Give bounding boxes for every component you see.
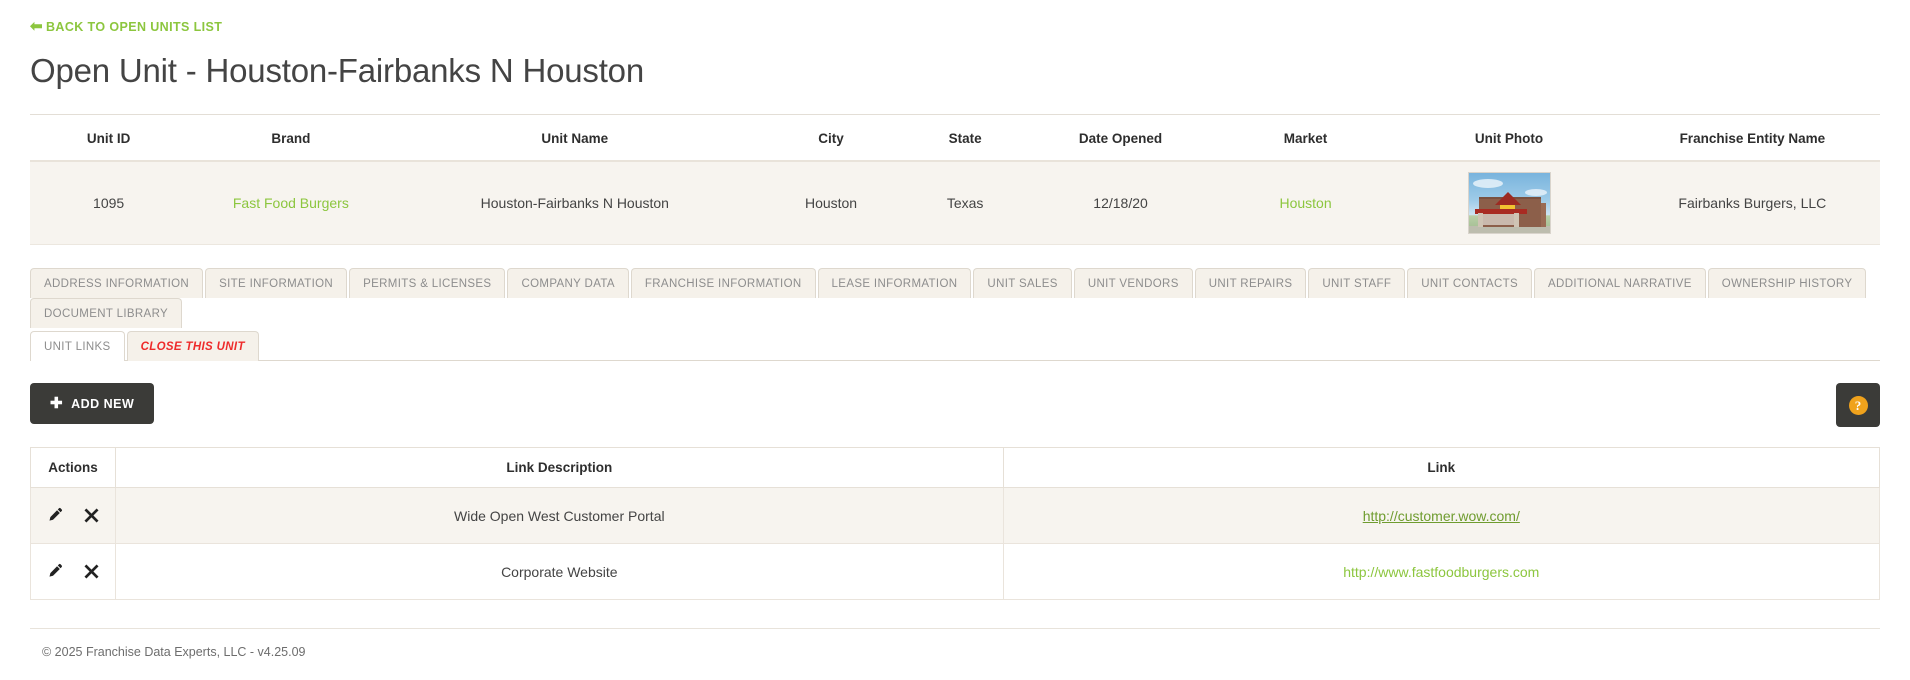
tab-document-library[interactable]: DOCUMENT LIBRARY [30, 298, 183, 328]
cell-link: http://customer.wow.com/ [1002, 487, 1881, 544]
cell-franchise-entity-name: Fairbanks Burgers, LLC [1624, 161, 1880, 245]
header-date-opened: Date Opened [1023, 115, 1218, 162]
header-actions: Actions [29, 447, 117, 488]
cloud-shape [1524, 189, 1547, 196]
market-link[interactable]: Houston [1279, 195, 1332, 211]
unit-links-head: Actions Link Description Link [29, 447, 1881, 488]
unit-links-table: Actions Link Description Link Wide Open … [29, 447, 1881, 600]
tab-lease-information[interactable]: LEASE INFORMATION [817, 268, 972, 298]
cell-brand: Fast Food Burgers [187, 161, 395, 245]
brand-link[interactable]: Fast Food Burgers [232, 195, 349, 211]
tab-permits-licenses[interactable]: PERMITS & LICENSES [349, 268, 506, 298]
table-row: Corporate Website http://www.fastfoodburg… [29, 543, 1881, 600]
cell-link-description: Wide Open West Customer Portal [115, 487, 1004, 544]
header-state: State [906, 115, 1024, 162]
question-mark-icon: ? [1848, 395, 1868, 415]
tab-franchise-information[interactable]: FRANCHISE INFORMATION [630, 268, 816, 298]
back-bar: ⬅ BACK TO OPEN UNITS LIST [0, 0, 1910, 36]
unit-summary-head: Unit ID Brand Unit Name City State Date … [30, 115, 1880, 162]
cell-unit-id: 1095 [30, 161, 188, 245]
tabs-row-secondary: UNIT LINKS CLOSE THIS UNIT [30, 330, 1880, 361]
unit-summary-header-row: Unit ID Brand Unit Name City State Date … [30, 115, 1880, 162]
column-shape [1513, 213, 1519, 227]
tab-ownership-history[interactable]: OWNERSHIP HISTORY [1707, 268, 1867, 298]
tab-unit-repairs[interactable]: UNIT REPAIRS [1194, 268, 1307, 298]
plus-icon: ✚ [50, 395, 64, 412]
add-new-label: ADD NEW [71, 396, 135, 411]
tab-address-information[interactable]: ADDRESS INFORMATION [30, 268, 204, 298]
cell-link: http://www.fastfoodburgers.com [1002, 543, 1881, 600]
pencil-icon[interactable] [46, 507, 63, 524]
restaurant-sign-shape [1499, 205, 1515, 211]
unit-links-header-row: Actions Link Description Link [29, 447, 1881, 488]
header-franchise-entity-name: Franchise Entity Name [1624, 115, 1880, 162]
unit-summary-table: Unit ID Brand Unit Name City State Date … [30, 115, 1880, 245]
tabs-row-primary: ADDRESS INFORMATION SITE INFORMATION PERMI… [30, 267, 1880, 328]
header-link-description: Link Description [115, 447, 1004, 488]
unit-summary-row: 1095 Fast Food Burgers Houston-Fairbanks… [30, 161, 1880, 245]
unit-tabs: ADDRESS INFORMATION SITE INFORMATION PERMI… [30, 267, 1880, 361]
header-unit-name: Unit Name [394, 115, 756, 162]
tab-additional-narrative[interactable]: ADDITIONAL NARRATIVE [1534, 268, 1706, 298]
cell-link-description: Corporate Website [115, 543, 1004, 600]
tab-unit-sales[interactable]: UNIT SALES [973, 268, 1072, 298]
action-bar: ✚ ADD NEW ? [30, 383, 1880, 427]
add-new-button[interactable]: ✚ ADD NEW [30, 383, 155, 424]
tab-site-information[interactable]: SITE INFORMATION [205, 268, 348, 298]
tab-unit-links[interactable]: UNIT LINKS [30, 331, 125, 361]
footer-copyright: © 2025 Franchise Data Experts, LLC - v4.… [42, 645, 306, 659]
cell-date-opened: 12/18/20 [1023, 161, 1218, 245]
arrow-left-icon: ⬅ [30, 18, 43, 35]
column-shape [1477, 213, 1483, 227]
cell-state: Texas [906, 161, 1024, 245]
unit-links-body: Wide Open West Customer Portal http://cus… [29, 487, 1881, 600]
cell-city: Houston [755, 161, 907, 245]
close-x-icon[interactable] [83, 563, 100, 580]
cell-actions [29, 543, 117, 600]
external-link[interactable]: http://customer.wow.com/ [1362, 507, 1520, 524]
cell-unit-name: Houston-Fairbanks N Houston [394, 161, 756, 245]
unit-photo-thumbnail[interactable] [1467, 172, 1551, 234]
header-market: Market [1217, 115, 1394, 162]
table-row: Wide Open West Customer Portal http://cus… [29, 487, 1881, 544]
header-link: Link [1002, 447, 1881, 488]
unit-summary-section: Unit ID Brand Unit Name City State Date … [30, 115, 1880, 245]
external-link[interactable]: http://www.fastfoodburgers.com [1343, 563, 1540, 580]
header-city: City [755, 115, 907, 162]
back-to-open-units-list-link[interactable]: ⬅ BACK TO OPEN UNITS LIST [30, 19, 222, 34]
footer-divider [30, 628, 1880, 629]
page-title: Open Unit - Houston-Fairbanks N Houston [30, 52, 644, 89]
back-link-label: BACK TO OPEN UNITS LIST [45, 19, 223, 34]
cell-unit-photo [1393, 161, 1625, 245]
tab-unit-vendors[interactable]: UNIT VENDORS [1073, 268, 1193, 298]
title-divider [30, 114, 1880, 115]
tab-unit-staff[interactable]: UNIT STAFF [1308, 268, 1406, 298]
cell-actions [29, 487, 117, 544]
unit-links-section: Actions Link Description Link Wide Open … [29, 447, 1881, 600]
tabs-underline [30, 360, 1880, 361]
header-unit-id: Unit ID [30, 115, 188, 162]
tab-company-data[interactable]: COMPANY DATA [507, 268, 629, 298]
storefront-glass-shape [1480, 214, 1515, 225]
header-brand: Brand [187, 115, 395, 162]
awning-shape [1474, 209, 1527, 214]
unit-summary-body: 1095 Fast Food Burgers Houston-Fairbanks… [30, 161, 1880, 245]
ground-shape [1468, 226, 1550, 233]
cloud-shape [1472, 179, 1503, 188]
pencil-icon[interactable] [46, 563, 63, 580]
close-x-icon[interactable] [83, 507, 100, 524]
tab-unit-contacts[interactable]: UNIT CONTACTS [1407, 268, 1533, 298]
tab-close-this-unit[interactable]: CLOSE THIS UNIT [126, 331, 259, 361]
help-button[interactable]: ? [1836, 383, 1880, 427]
cell-market: Houston [1217, 161, 1394, 245]
header-unit-photo: Unit Photo [1393, 115, 1625, 162]
roof-gable-shape [1494, 192, 1521, 205]
